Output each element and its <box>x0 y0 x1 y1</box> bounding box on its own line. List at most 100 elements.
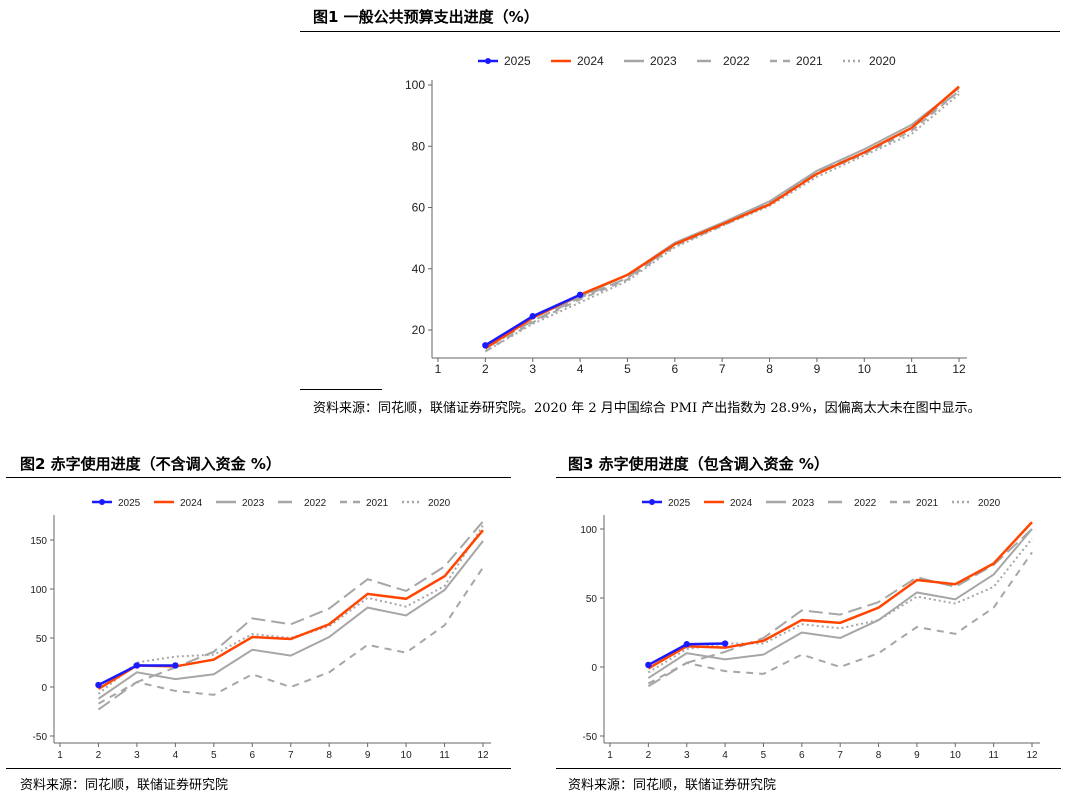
x-tick-label: 9 <box>365 750 371 761</box>
y-tick-label: -50 <box>33 732 48 743</box>
legend-label-2023: 2023 <box>242 498 265 509</box>
series-line-2023 <box>97 540 484 700</box>
series-line-2025 <box>484 293 581 347</box>
legend-label-2020: 2020 <box>428 498 451 509</box>
legend-label-2024: 2024 <box>180 498 203 509</box>
x-tick-label: 3 <box>684 750 690 761</box>
data-point-2025 <box>683 641 690 648</box>
figure-1-bottom-rule <box>300 389 382 390</box>
legend-marker-2025 <box>485 58 491 64</box>
series-line-2024 <box>647 521 1033 670</box>
x-tick-label: 5 <box>761 750 767 761</box>
x-tick-label: 10 <box>950 750 962 761</box>
y-tick-label: 40 <box>412 262 426 276</box>
y-tick-label: 100 <box>30 585 47 596</box>
legend-label-2021: 2021 <box>916 498 939 509</box>
legend-label-2021: 2021 <box>796 54 823 68</box>
series-line-2020 <box>484 93 960 353</box>
y-tick-label: 80 <box>412 139 426 153</box>
figure-3-title: 图3 赤字使用进度（包含调入资金 %） <box>568 455 829 473</box>
figure-1-title: 图1 一般公共预算支出进度（%） <box>313 8 539 26</box>
data-point-2025 <box>172 662 179 669</box>
x-tick-label: 6 <box>799 750 805 761</box>
series-line-2021 <box>484 90 960 353</box>
legend-label-2022: 2022 <box>304 498 327 509</box>
x-tick-label: 1 <box>607 750 613 761</box>
y-tick-label: 50 <box>586 594 598 605</box>
figure-3-top-rule <box>556 477 1061 478</box>
y-tick-label: 0 <box>591 663 597 674</box>
data-point-2025 <box>645 661 652 669</box>
legend-marker-2025 <box>649 499 655 505</box>
x-tick-label: 2 <box>482 362 489 376</box>
legend-label-2025: 2025 <box>668 498 691 509</box>
x-tick-label: 4 <box>173 750 179 761</box>
x-tick-label: 7 <box>288 750 294 761</box>
x-tick-label: 3 <box>134 750 140 761</box>
x-tick-label: 8 <box>766 362 773 376</box>
x-tick-label: 1 <box>435 362 442 376</box>
y-tick-label: 150 <box>30 536 47 547</box>
y-tick-label: 0 <box>41 683 47 694</box>
x-tick-label: 12 <box>1026 750 1038 761</box>
x-tick-label: 6 <box>249 750 255 761</box>
series-line-2020 <box>97 524 484 695</box>
x-tick-label: 12 <box>477 750 489 761</box>
x-tick-label: 3 <box>529 362 536 376</box>
x-tick-label: 8 <box>876 750 882 761</box>
data-point-2025 <box>576 291 584 298</box>
x-tick-label: 4 <box>722 750 728 761</box>
x-tick-label: 9 <box>814 362 821 376</box>
legend-label-2025: 2025 <box>504 54 531 68</box>
x-tick-label: 10 <box>401 750 413 761</box>
series-line-2023 <box>647 528 1033 679</box>
series-line-2021 <box>647 551 1033 685</box>
figure-2-bottom-rule <box>6 768 511 769</box>
y-tick-label: 100 <box>405 78 425 92</box>
x-tick-label: 5 <box>211 750 217 761</box>
x-tick-label: 8 <box>326 750 332 761</box>
x-tick-label: 5 <box>624 362 631 376</box>
x-tick-label: 11 <box>988 750 999 761</box>
series-line-2021 <box>97 566 484 705</box>
legend-label-2020: 2020 <box>978 498 1001 509</box>
legend-marker-2025 <box>99 499 105 505</box>
figure-2-title: 图2 赤字使用进度（不含调入资金 %） <box>20 455 281 473</box>
series-line-2022 <box>484 90 960 350</box>
x-tick-label: 7 <box>719 362 726 376</box>
figure-2-top-rule <box>6 477 511 478</box>
x-tick-label: 6 <box>671 362 678 376</box>
series-line-2020 <box>647 538 1033 674</box>
data-point-2025 <box>482 342 489 349</box>
data-point-2025 <box>721 640 729 647</box>
legend-label-2023: 2023 <box>792 498 815 509</box>
legend-label-2023: 2023 <box>650 54 677 68</box>
y-tick-label: 60 <box>412 201 426 215</box>
x-tick-label: 9 <box>914 750 920 761</box>
y-tick-label: 100 <box>580 525 597 536</box>
x-tick-label: 2 <box>646 750 652 761</box>
x-tick-label: 12 <box>952 362 966 376</box>
figure-3-source: 资料来源：同花顺，联储证券研究院 <box>568 778 777 793</box>
x-tick-label: 11 <box>905 362 918 376</box>
data-point-2025 <box>529 313 536 320</box>
figure-1-top-rule <box>300 31 1060 32</box>
legend-label-2021: 2021 <box>366 498 389 509</box>
figure-3-bottom-rule <box>556 768 1061 769</box>
legend-label-2022: 2022 <box>854 498 877 509</box>
x-tick-label: 4 <box>577 362 584 376</box>
y-tick-label: -50 <box>583 732 598 743</box>
x-tick-label: 1 <box>57 750 63 761</box>
legend-label-2025: 2025 <box>118 498 141 509</box>
figure-2-source: 资料来源：同花顺，联储证券研究院 <box>20 778 229 793</box>
x-tick-label: 11 <box>439 750 450 761</box>
series-line-2022 <box>97 520 484 711</box>
data-point-2025 <box>95 681 102 689</box>
legend-label-2022: 2022 <box>723 54 750 68</box>
figure-1-source: 资料来源：同花顺，联储证券研究院。2020 年 2 月中国综合 PMI 产出指数… <box>313 401 981 416</box>
x-tick-label: 10 <box>858 362 872 376</box>
